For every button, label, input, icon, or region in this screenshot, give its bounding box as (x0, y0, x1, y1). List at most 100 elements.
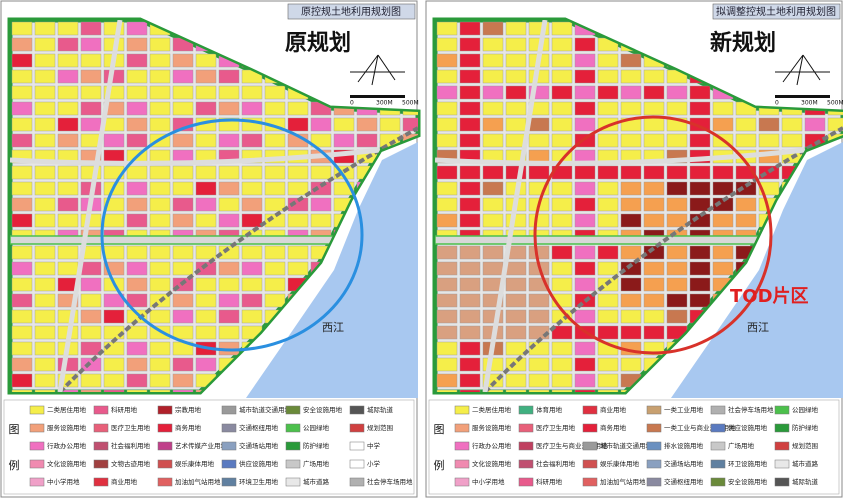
land-parcel (505, 101, 527, 116)
legend-label: 文化设施用地 (47, 459, 87, 468)
land-parcel (689, 277, 711, 292)
land-parcel (620, 53, 642, 68)
land-parcel (459, 309, 481, 324)
scale-bar (775, 95, 830, 98)
land-parcel (103, 245, 125, 260)
land-parcel (436, 69, 458, 84)
land-parcel (103, 389, 125, 392)
land-parcel (551, 373, 573, 388)
legend-label: 社会停车场用地 (367, 477, 413, 486)
land-parcel (597, 133, 619, 148)
land-parcel (643, 181, 665, 196)
land-parcel (643, 293, 665, 308)
legend-label: 社会福利用地 (536, 459, 576, 468)
legend-box (3, 399, 415, 495)
land-parcel (597, 357, 619, 372)
land-parcel (241, 309, 263, 324)
land-parcel (758, 117, 780, 132)
land-parcel (597, 85, 619, 100)
legend-label: 商务用地 (600, 423, 627, 432)
focus-circle (100, 118, 364, 352)
land-parcel (528, 357, 550, 372)
land-parcel (57, 85, 79, 100)
land-parcel (264, 165, 286, 180)
land-parcel (689, 85, 711, 100)
land-parcel (172, 309, 194, 324)
land-parcel (551, 357, 573, 372)
legend-swatch (221, 459, 237, 469)
land-parcel (528, 389, 550, 392)
land-parcel (218, 181, 240, 196)
legend-swatch (93, 405, 109, 415)
land-parcel (459, 53, 481, 68)
land-parcel (218, 85, 240, 100)
land-parcel (551, 53, 573, 68)
land-parcel (218, 69, 240, 84)
land-parcel (34, 21, 56, 36)
legend-swatch (157, 405, 173, 415)
land-parcel (149, 165, 171, 180)
land-parcel (551, 245, 573, 260)
land-parcel (80, 341, 102, 356)
legend-label: 体育用地 (536, 405, 563, 414)
land-parcel (666, 165, 688, 180)
land-parcel (126, 357, 148, 372)
legend-swatch (93, 441, 109, 451)
legend-swatch (29, 441, 45, 451)
land-parcel (80, 309, 102, 324)
land-parcel (287, 117, 309, 132)
legend-label: 文物古迹用地 (111, 459, 151, 468)
land-parcel (689, 261, 711, 276)
land-parcel (482, 69, 504, 84)
legend-swatch (646, 459, 662, 469)
land-parcel (459, 21, 481, 36)
land-parcel (241, 261, 263, 276)
land-parcel (551, 85, 573, 100)
road (57, 20, 123, 392)
scale-label: 500M (402, 100, 419, 107)
land-parcel (264, 293, 286, 308)
land-parcel (195, 85, 217, 100)
land-parcel (643, 277, 665, 292)
land-parcel (287, 181, 309, 196)
land-parcel (172, 213, 194, 228)
land-parcel (597, 373, 619, 388)
land-parcel (11, 53, 33, 68)
land-parcel (482, 37, 504, 52)
legend-label: 医疗卫生与商业混合用地 (536, 441, 608, 450)
land-parcel (80, 277, 102, 292)
legend-label: 加油加气站用地 (175, 477, 221, 486)
legend-label: 医疗卫生用地 (536, 423, 576, 432)
land-parcel (505, 213, 527, 228)
land-parcel (218, 261, 240, 276)
land-parcel (436, 197, 458, 212)
land-parcel (712, 261, 734, 276)
land-parcel (666, 197, 688, 212)
land-parcel (689, 133, 711, 148)
land-parcel (11, 69, 33, 84)
legend-swatch (221, 441, 237, 451)
land-parcel (643, 133, 665, 148)
land-parcel (356, 133, 378, 148)
legend-label: 城市轨道交通用地 (600, 441, 653, 450)
legend-label: 科研用地 (536, 477, 563, 486)
land-parcel (482, 165, 504, 180)
legend-swatch (582, 441, 598, 451)
land-parcel (287, 197, 309, 212)
land-parcel (172, 69, 194, 84)
legend-label: 文化设施用地 (472, 459, 512, 468)
header-title: 拟调整控规土地利用规划图 (716, 5, 836, 18)
land-parcel (597, 101, 619, 116)
land-parcel (689, 245, 711, 260)
land-parcel (574, 181, 596, 196)
land-parcel (57, 357, 79, 372)
land-parcel (11, 181, 33, 196)
land-parcel (735, 197, 757, 212)
land-parcel (11, 85, 33, 100)
land-parcel (574, 117, 596, 132)
land-parcel (643, 117, 665, 132)
land-parcel (643, 165, 665, 180)
land-parcel (149, 69, 171, 84)
land-parcel (620, 261, 642, 276)
land-parcel (11, 197, 33, 212)
